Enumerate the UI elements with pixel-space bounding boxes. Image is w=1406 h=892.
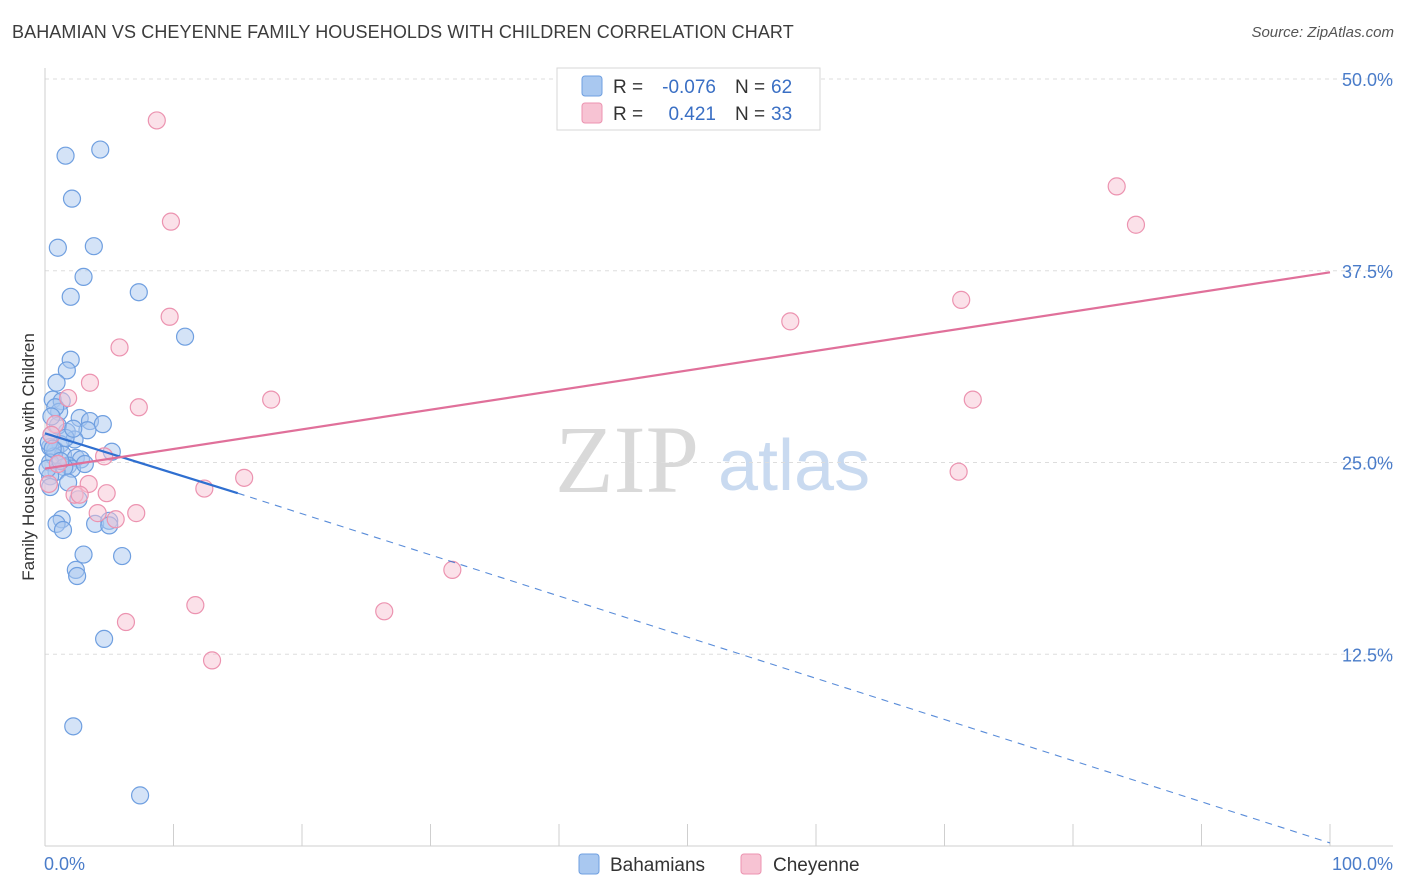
bottom-legend-bahamians: Bahamians xyxy=(610,855,705,876)
stats-legend: R = -0.076 N = 62 R = 0.421 N = 33 xyxy=(556,67,821,131)
bahamians-point-18 xyxy=(93,415,112,434)
cheyenne-point-1 xyxy=(161,212,181,231)
y-tick-label-37-5: 37.5% xyxy=(1342,262,1393,282)
bahamians-trend-solid xyxy=(44,432,239,495)
x-tick-label-100: 100.0% xyxy=(1332,854,1393,874)
watermark-zip: ZIP xyxy=(555,406,699,513)
cheyenne-point-27 xyxy=(443,560,462,579)
cheyenne-point-10 xyxy=(59,388,78,408)
cheyenne-point-2 xyxy=(1107,177,1126,196)
y-tick-label-25: 25.0% xyxy=(1342,454,1393,474)
cheyenne-point-8 xyxy=(110,338,129,357)
cheyenne-point-32 xyxy=(48,454,67,474)
cheyenne-point-6 xyxy=(952,290,971,309)
legend-n-value-cheyenne: 33 xyxy=(771,104,792,125)
watermark-atlas: atlas xyxy=(718,426,870,506)
cheyenne-point-31 xyxy=(202,651,222,670)
gridlines xyxy=(45,78,1393,655)
chart-title: BAHAMIAN VS CHEYENNE FAMILY HOUSEHOLDS W… xyxy=(12,22,794,42)
bahamians-point-2 xyxy=(62,189,82,208)
bahamians-point-50 xyxy=(95,629,114,649)
bottom-swatch-cheyenne xyxy=(740,853,762,875)
bahamians-point-6 xyxy=(61,287,80,306)
bahamians-point-3 xyxy=(48,238,67,257)
bahamians-point-4 xyxy=(84,237,103,256)
bahamians-point-45 xyxy=(53,520,73,540)
legend-swatch-cheyenne xyxy=(581,102,603,124)
x-axis-ticks xyxy=(44,824,1331,846)
cheyenne-point-26 xyxy=(949,462,968,481)
bahamians-point-7 xyxy=(129,283,148,302)
cheyenne-point-30 xyxy=(116,612,136,632)
cheyenne-point-18 xyxy=(235,468,254,487)
y-axis-label: Family Households with Children xyxy=(19,333,38,581)
bahamians-point-8 xyxy=(175,327,195,346)
series-legend: Bahamians Cheyenne xyxy=(578,853,860,876)
cheyenne-point-29 xyxy=(186,596,205,615)
cheyenne-point-11 xyxy=(129,398,148,417)
cheyenne-point-25 xyxy=(106,510,125,529)
legend-n-label-bahamians: N = xyxy=(735,77,765,98)
cheyenne-point-4 xyxy=(160,307,179,326)
bahamians-point-51 xyxy=(64,717,83,736)
cheyenne-point-9 xyxy=(80,373,100,392)
bahamians-point-49 xyxy=(68,566,87,586)
bahamians-point-52 xyxy=(130,786,150,805)
y-tick-label-50: 50.0% xyxy=(1342,70,1393,90)
legend-r-label-cheyenne: R = xyxy=(613,104,643,125)
bahamians-point-1 xyxy=(91,140,110,159)
cheyenne-point-22 xyxy=(70,485,89,504)
bahamians-point-46 xyxy=(74,545,93,564)
cheyenne-point-21 xyxy=(97,484,116,503)
bottom-swatch-bahamians xyxy=(578,853,600,875)
cheyenne-point-17 xyxy=(39,474,58,494)
cheyenne-point-3 xyxy=(1126,215,1146,234)
legend-r-value-bahamians: -0.076 xyxy=(662,77,716,98)
cheyenne-point-7 xyxy=(963,390,982,409)
bahamians-point-5 xyxy=(74,267,93,286)
y-tick-label-12-5: 12.5% xyxy=(1342,645,1393,665)
bottom-legend-cheyenne: Cheyenne xyxy=(773,855,860,876)
cheyenne-point-5 xyxy=(781,312,800,331)
trend-lines xyxy=(44,271,1331,844)
x-tick-label-0: 0.0% xyxy=(44,854,85,874)
bahamians-point-11 xyxy=(47,373,66,392)
cheyenne-points xyxy=(39,111,1146,670)
cheyenne-point-24 xyxy=(88,504,107,523)
source-label: Source: ZipAtlas.com xyxy=(1251,24,1394,41)
bahamians-trend-dashed xyxy=(237,492,1331,844)
bahamians-point-10 xyxy=(57,361,76,380)
legend-swatch-bahamians xyxy=(581,75,603,97)
cheyenne-point-12 xyxy=(262,390,281,409)
cheyenne-trend xyxy=(44,271,1331,470)
bahamians-point-59 xyxy=(64,419,83,438)
cheyenne-point-23 xyxy=(127,504,146,523)
legend-r-label-bahamians: R = xyxy=(613,77,643,98)
bahamians-point-0 xyxy=(56,146,75,165)
cheyenne-point-0 xyxy=(147,111,166,130)
legend-r-value-cheyenne: 0.421 xyxy=(668,104,716,125)
y-tick-labels: 12.5% 25.0% 37.5% 50.0% xyxy=(1342,70,1393,665)
legend-n-label-cheyenne: N = xyxy=(735,104,765,125)
bahamians-point-47 xyxy=(112,546,132,566)
cheyenne-point-28 xyxy=(375,602,394,621)
legend-n-value-bahamians: 62 xyxy=(771,77,792,98)
